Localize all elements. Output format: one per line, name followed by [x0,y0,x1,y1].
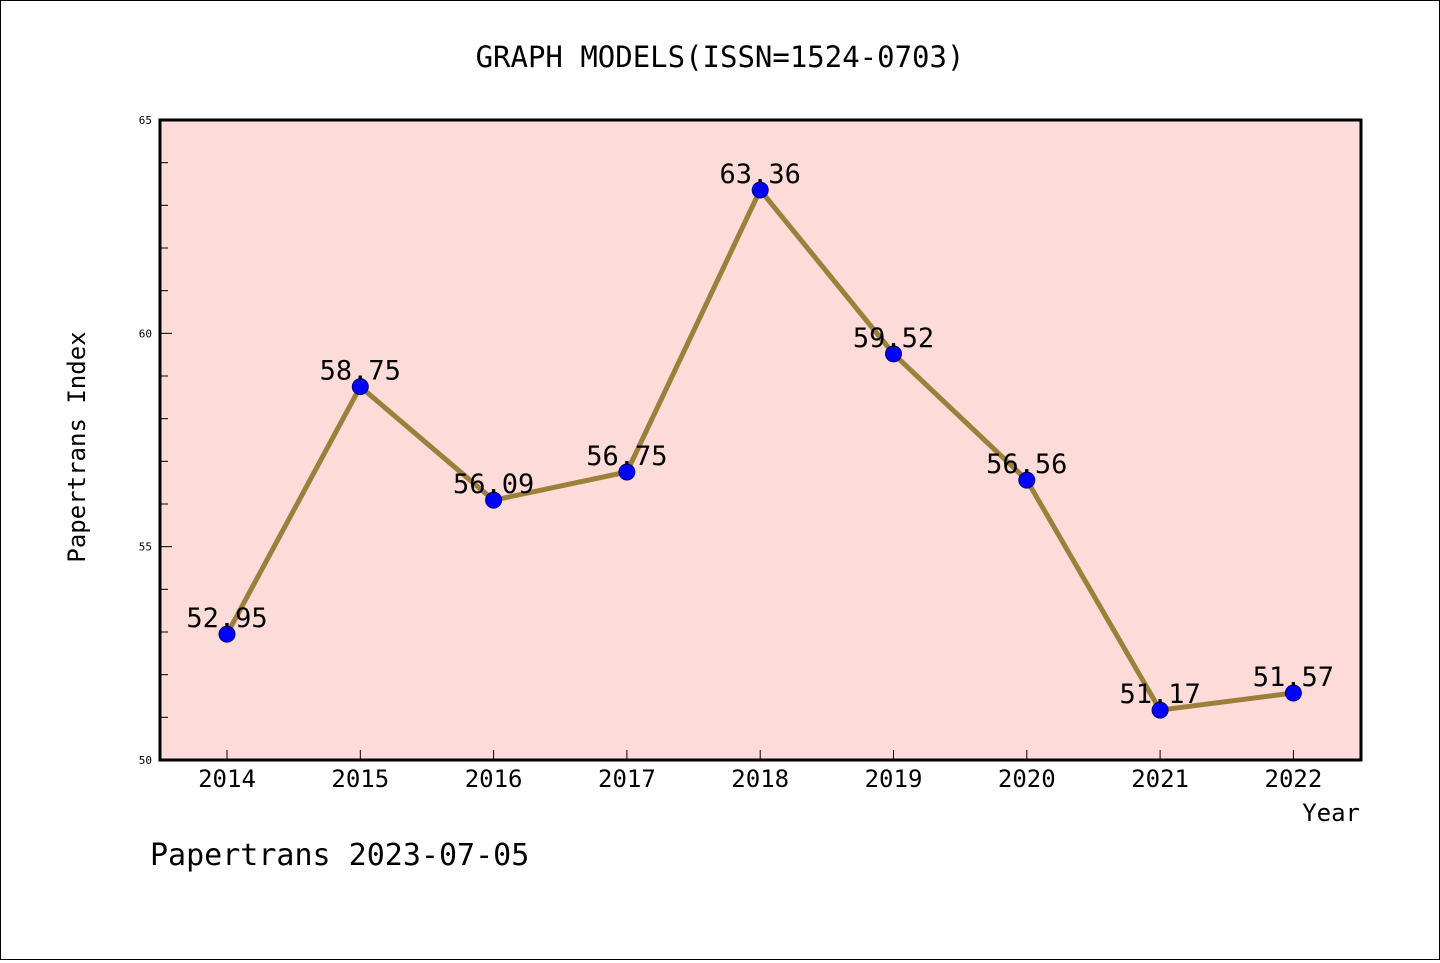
data-point [618,463,636,481]
y-axis-label: Papertrans Index [63,331,91,562]
x-tick-label: 2014 [198,765,256,793]
x-tick-label: 2019 [865,765,923,793]
data-point [1018,471,1036,489]
data-point [885,345,902,363]
data-labels: 52.95 58.75 56.09 56.75 63.36 59.52 56.56 51.17… [186,159,1334,710]
data-point [751,181,769,199]
x-tick-label: 2016 [465,765,523,793]
x-tick-label: 2017 [598,765,656,793]
x-tick-label: 2021 [1131,765,1189,793]
x-tick-label: 2022 [1265,765,1323,793]
y-tick-label: 50 [139,754,152,767]
data-label: 63.36 [720,159,801,190]
x-tick-label: 2020 [998,765,1056,793]
data-markers [218,181,1302,719]
data-label: 51.57 [1253,662,1334,693]
data-point [485,491,503,509]
y-axis-ticks: 50 55 60 65 [139,114,172,767]
data-label: 56.75 [586,441,667,472]
y-tick-label: 55 [139,541,152,554]
data-label: 52.95 [186,603,267,634]
data-label: 56.56 [986,449,1067,480]
x-tick-label: 2018 [731,765,789,793]
x-tick-label: 2015 [331,765,389,793]
data-point [1151,701,1169,719]
y-tick-label: 65 [139,114,152,127]
y-minor-ticks [160,162,168,718]
data-label: 56.09 [453,469,534,500]
data-point [218,625,236,643]
x-axis-ticks: 2014 2015 2016 2017 2018 2019 2020 2021 2022 [198,750,1322,793]
data-label: 51.17 [1119,679,1200,710]
data-label: 58.75 [320,356,401,387]
plot-area [158,118,1363,762]
data-point [1284,684,1302,702]
y-tick-label: 60 [139,327,152,340]
data-label: 59.52 [853,323,934,354]
x-axis-label: Year [1302,799,1360,827]
data-point [351,378,369,396]
chart-title: GRAPH MODELS(ISSN=1524-0703) [476,40,965,74]
footer-text: Papertrans 2023-07-05 [150,838,529,873]
